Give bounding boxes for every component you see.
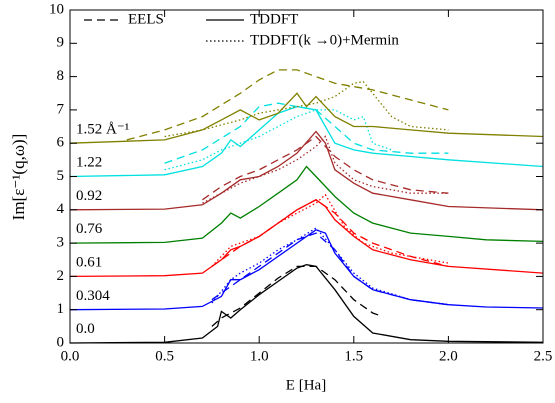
y-tick-label: 3 — [57, 235, 65, 251]
y-tick-label: 8 — [57, 68, 65, 84]
x-tick-label: 0.0 — [61, 348, 80, 364]
tddft-line — [69, 229, 544, 311]
curve-label: 0.304 — [76, 288, 110, 304]
x-tick-label: 1.0 — [250, 348, 269, 364]
y-tick-label: 0 — [57, 334, 65, 350]
curve-label: 0.92 — [76, 188, 102, 204]
mermin-line — [211, 227, 449, 306]
y-axis-label: Im[ε⁻¹(q,ω)] — [9, 134, 28, 221]
y-tick-label: 7 — [57, 101, 65, 117]
x-tick-label: 2.0 — [439, 348, 458, 364]
y-tick-label: 6 — [57, 135, 65, 151]
curve-label: 0.61 — [76, 255, 102, 271]
y-tick-label: 10 — [49, 1, 64, 17]
plot-frame — [69, 9, 544, 344]
curve-label: 0.0 — [76, 321, 95, 337]
eels-line — [164, 102, 449, 164]
y-tick-label: 9 — [57, 35, 65, 51]
tddft-line — [69, 165, 544, 244]
x-tick-label: 1.5 — [344, 348, 363, 364]
legend-label: TDDFT(k →0)+Mermin — [250, 32, 399, 48]
tddft-line — [69, 264, 544, 344]
x-tick-label: 0.5 — [155, 348, 174, 364]
y-tick-label: 5 — [57, 168, 65, 184]
y-tick-label: 2 — [57, 268, 65, 284]
tddft-line — [69, 105, 544, 178]
legend-label: EELS — [128, 11, 164, 27]
mermin-line — [211, 193, 449, 267]
tddft-line — [69, 92, 544, 144]
mermin-line — [164, 109, 392, 171]
x-tick-label: 2.5 — [534, 348, 553, 364]
curve-label: 1.22 — [76, 155, 102, 171]
y-tick-label: 4 — [57, 201, 65, 217]
mermin-line — [164, 80, 449, 138]
curve-label: 1.52 Å⁻¹ — [76, 121, 129, 137]
y-tick-label: 1 — [57, 301, 65, 317]
eels-line — [211, 232, 449, 306]
eels-line — [211, 265, 383, 327]
x-axis-label: E [Ha] — [286, 377, 326, 393]
eels-line — [126, 69, 449, 141]
tddft-line — [69, 199, 544, 278]
curve-label: 0.76 — [76, 221, 103, 237]
tddft-line — [69, 130, 544, 211]
legend-label: TDDFT — [250, 11, 298, 27]
